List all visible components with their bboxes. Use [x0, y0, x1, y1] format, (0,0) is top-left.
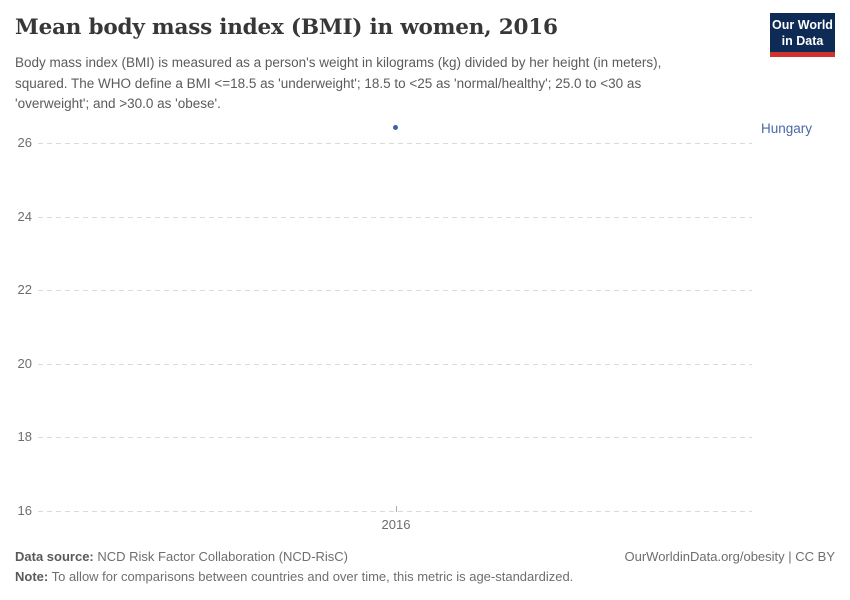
- note-line: Note: To allow for comparisons between c…: [15, 569, 573, 584]
- attribution-link[interactable]: OurWorldinData.org/obesity | CC BY: [624, 549, 836, 564]
- gridline-20: [38, 364, 752, 365]
- gridline-16: [38, 511, 752, 512]
- x-tick-mark: [396, 506, 397, 512]
- note-value: To allow for comparisons between countri…: [48, 569, 574, 584]
- data-point-hungary[interactable]: [393, 125, 398, 130]
- y-tick-label: 16: [17, 503, 32, 518]
- gridline-26: [38, 143, 752, 144]
- y-tick-label: 22: [17, 282, 32, 297]
- entity-label-hungary[interactable]: Hungary: [761, 121, 813, 136]
- data-source-label: Data source:: [15, 549, 94, 564]
- gridline-24: [38, 217, 752, 218]
- x-tick-label: 2016: [381, 517, 411, 532]
- subtitle-line: Body mass index (BMI) is measured as a p…: [15, 55, 662, 70]
- page-title: Mean body mass index (BMI) in women, 201…: [15, 15, 558, 40]
- owid-logo[interactable]: Our World in Data: [770, 13, 835, 57]
- owid-logo-text: Our World in Data: [770, 13, 835, 52]
- owid-logo-line2: in Data: [781, 34, 824, 48]
- y-tick-label: 18: [17, 429, 32, 444]
- y-tick-label: 26: [17, 135, 32, 150]
- gridline-22: [38, 290, 752, 291]
- note-label: Note:: [15, 569, 49, 584]
- chart-subtitle: Body mass index (BMI) is measured as a p…: [15, 53, 740, 115]
- owid-logo-line1: Our World: [772, 18, 833, 32]
- owid-logo-red-bar: [770, 52, 835, 57]
- gridline-18: [38, 437, 752, 438]
- data-source-line: Data source: NCD Risk Factor Collaborati…: [15, 549, 348, 564]
- data-source-value: NCD Risk Factor Collaboration (NCD-RisC): [93, 549, 349, 564]
- y-tick-label: 20: [17, 356, 32, 371]
- y-tick-label: 24: [17, 209, 32, 224]
- subtitle-line: squared. The WHO define a BMI <=18.5 as …: [15, 75, 642, 91]
- subtitle-line: 'overweight'; and >30.0 as 'obese'.: [15, 96, 221, 111]
